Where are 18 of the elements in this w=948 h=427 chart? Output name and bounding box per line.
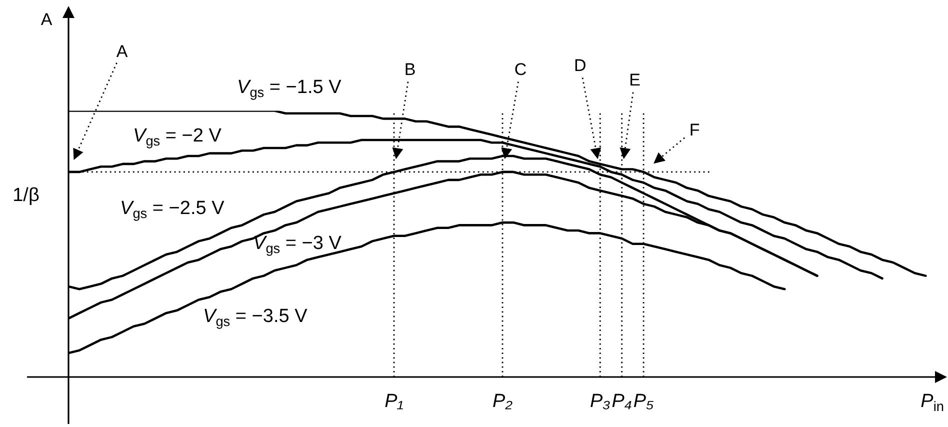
x-tick-label: P₅	[633, 391, 654, 412]
text: A	[40, 10, 53, 29]
annotation: F	[689, 120, 700, 140]
text: B	[404, 60, 416, 79]
x-tick-label: P₂	[492, 391, 514, 412]
y-axis-title: A	[116, 42, 128, 61]
x-tick-label: P₄	[612, 391, 632, 412]
x-axis-title: P$_{in}$	[920, 391, 944, 414]
x-tick-label: P₁	[384, 391, 404, 412]
text: D	[574, 56, 586, 75]
x-tick-label: P₃	[590, 391, 611, 412]
series-label: V$_{gs}$ = −2.5 V	[120, 198, 225, 221]
ref-line-label: 1/β	[12, 184, 40, 206]
text: C	[514, 60, 527, 79]
series-label: V$_{gs}$ = −1.5 V	[237, 77, 342, 100]
series-label: V$_{gs}$ = −2 V	[133, 126, 222, 148]
text: E	[629, 70, 641, 90]
series-label: V$_{gs}$ = −3.5 V	[203, 306, 308, 329]
